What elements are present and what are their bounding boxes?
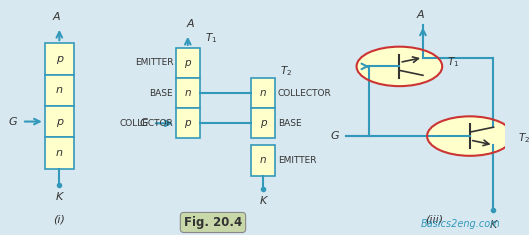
Bar	[176, 48, 200, 78]
Text: Fig. 20.4: Fig. 20.4	[184, 216, 242, 229]
Text: $T_1$: $T_1$	[447, 55, 460, 69]
Text: p: p	[185, 58, 191, 68]
Text: n: n	[185, 88, 191, 98]
Bar	[45, 106, 74, 137]
Text: n: n	[56, 148, 63, 158]
Text: K: K	[490, 220, 497, 230]
Bar	[45, 137, 74, 168]
Text: A: A	[53, 12, 61, 22]
Circle shape	[427, 116, 513, 156]
Text: (iii): (iii)	[426, 214, 444, 224]
Text: G: G	[8, 117, 17, 127]
Text: p: p	[260, 118, 267, 128]
Text: $T_1$: $T_1$	[205, 32, 217, 45]
Text: BASE: BASE	[150, 89, 173, 98]
Text: K: K	[260, 196, 267, 207]
Text: p: p	[56, 54, 63, 64]
Bar	[176, 78, 200, 108]
Text: Basics2eng.com: Basics2eng.com	[421, 219, 500, 229]
Text: n: n	[260, 156, 267, 165]
Text: K: K	[56, 192, 63, 202]
Text: G: G	[330, 131, 339, 141]
Text: A: A	[187, 19, 194, 29]
Circle shape	[357, 47, 442, 86]
Bar	[45, 43, 74, 74]
Text: EMITTER: EMITTER	[135, 59, 173, 67]
Text: COLLECTOR: COLLECTOR	[120, 119, 173, 128]
Text: BASE: BASE	[278, 119, 302, 128]
Text: p: p	[56, 117, 63, 127]
Text: p: p	[185, 118, 191, 128]
Text: $T_2$: $T_2$	[518, 132, 529, 145]
Text: (ii): (ii)	[218, 214, 233, 224]
Text: n: n	[260, 88, 267, 98]
Text: G: G	[139, 118, 148, 128]
Bar	[251, 145, 276, 176]
Text: EMITTER: EMITTER	[278, 156, 316, 165]
Bar	[251, 108, 276, 138]
Text: A: A	[417, 10, 424, 20]
Bar	[45, 74, 74, 106]
Bar	[176, 108, 200, 138]
Text: COLLECTOR: COLLECTOR	[278, 89, 332, 98]
Text: $T_2$: $T_2$	[280, 64, 293, 78]
Bar	[251, 78, 276, 108]
Text: n: n	[56, 85, 63, 95]
Text: (i): (i)	[53, 214, 65, 224]
